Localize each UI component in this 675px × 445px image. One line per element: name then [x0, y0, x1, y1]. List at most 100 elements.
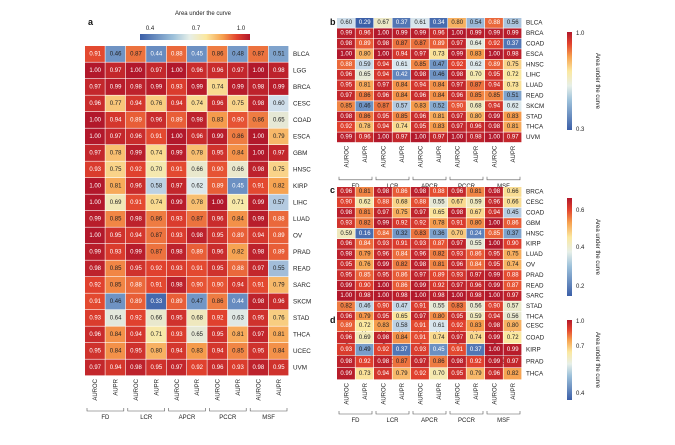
cell-value: 0.92: [414, 371, 426, 377]
cell-a-prad-5: [187, 244, 207, 260]
cell-value: 0.91: [151, 282, 163, 288]
cell-value: 0.57: [396, 103, 408, 109]
cell-value: 0.88: [171, 51, 183, 57]
row-label-lihc: LIHC: [293, 199, 308, 206]
cell-value: 0.87: [151, 249, 163, 255]
cell-value: 0.83: [470, 51, 482, 57]
cell-a-kirp-7: [227, 178, 248, 194]
cell-value: 0.93: [171, 266, 183, 272]
cell-b-luad-9: [503, 80, 522, 91]
cell-a-coad-3: [146, 112, 166, 128]
cell-a-esca-8: [248, 128, 268, 145]
cell-value: 0.99: [253, 200, 265, 206]
colorbar-a-tick-3: 1.0: [237, 26, 246, 32]
cell-value: 0.37: [470, 347, 482, 353]
cell-value: 0.83: [377, 323, 389, 329]
cell-a-cesc-7: [227, 95, 248, 112]
cell-value: 0.91: [414, 323, 426, 329]
cell-c-stad-0: [337, 301, 355, 312]
cell-b-brca-2: [374, 28, 392, 39]
cell-value: 0.55: [433, 304, 445, 310]
cell-c-sarc-6: [448, 291, 466, 301]
cell-value: 0.81: [359, 210, 371, 216]
cell-value: 0.59: [470, 314, 482, 320]
cell-b-lihc-3: [392, 70, 411, 80]
row-label-cesc: CESC: [293, 100, 311, 107]
cell-value: 0.93: [451, 252, 463, 258]
cell-value: 0.52: [433, 103, 445, 109]
cell-a-read-2: [125, 260, 146, 277]
colorbar-b-title: Area under the curve: [594, 53, 600, 110]
cell-b-read-4: [411, 90, 429, 101]
cell-a-ucec-5: [187, 343, 207, 359]
cell-value: 0.97: [414, 314, 426, 320]
cell-value: 0.98: [253, 249, 265, 255]
cell-value: 0.95: [414, 124, 426, 130]
cell-a-hnsc-5: [187, 161, 207, 178]
cell-value: 0.79: [359, 314, 371, 320]
cell-c-read-2: [374, 280, 392, 291]
cell-value: 0.84: [396, 335, 408, 341]
cell-value: 0.86: [507, 220, 519, 226]
cell-c-luad-5: [429, 249, 448, 260]
cell-value: 0.96: [377, 252, 389, 258]
cell-value: 0.83: [470, 323, 482, 329]
cell-value: 0.46: [110, 299, 122, 305]
cell-value: 0.99: [507, 347, 519, 353]
cell-value: 0.79: [396, 371, 408, 377]
cell-value: 0.73: [359, 371, 371, 377]
cell-c-gbm-8: [485, 218, 503, 228]
cell-value: 0.98: [507, 51, 519, 57]
row-label-read: READ: [293, 265, 311, 272]
cell-value: 0.95: [212, 150, 224, 156]
cell-value: 0.85: [359, 272, 371, 278]
cell-a-skcm-4: [166, 293, 187, 310]
group-bracket: [338, 176, 373, 181]
cell-value: 0.98: [414, 72, 426, 78]
cell-b-blca-5: [429, 18, 448, 28]
cell-c-gbm-1: [355, 218, 374, 228]
cell-b-luad-1: [355, 80, 374, 91]
cell-value: 0.84: [110, 348, 122, 354]
colorbar-d: 1.0 0.7 0.4 Area under the curve: [567, 319, 600, 400]
cell-value: 0.48: [232, 51, 244, 57]
cell-a-sarc-7: [227, 277, 248, 293]
cell-a-prad-9: [268, 244, 289, 260]
cell-value: 0.88: [507, 272, 519, 278]
cell-a-read-0: [85, 260, 105, 277]
cell-b-lihc-9: [503, 70, 522, 80]
cell-a-skcm-0: [85, 293, 105, 310]
cell-d-thca-4: [411, 368, 429, 380]
cell-value: 0.24: [470, 231, 482, 237]
cell-value: 0.37: [396, 20, 408, 26]
cell-c-coad-5: [429, 207, 448, 218]
cell-value: 0.93: [340, 220, 352, 226]
cell-b-luad-4: [411, 80, 429, 91]
cell-value: 0.37: [507, 231, 519, 237]
cell-value: 0.86: [212, 51, 224, 57]
cell-a-coad-2: [125, 112, 146, 128]
cell-b-coad-0: [337, 38, 355, 49]
cell-value: 0.96: [340, 241, 352, 247]
col-label-aupr: AUPR: [511, 382, 517, 399]
cell-value: 0.95: [340, 272, 352, 278]
cell-a-brca-4: [166, 79, 187, 95]
cell-a-kirp-0: [85, 178, 105, 194]
cell-c-read-6: [448, 280, 466, 291]
cell-value: 0.86: [396, 189, 408, 195]
cell-value: 0.94: [488, 103, 500, 109]
cell-c-stad-7: [466, 301, 485, 312]
cell-value: 0.95: [451, 314, 463, 320]
cell-b-coad-9: [503, 38, 522, 49]
row-label-blca: BLCA: [526, 20, 543, 27]
cell-b-thca-1: [355, 122, 374, 132]
col-label-aupr: AUPR: [474, 382, 480, 399]
cell-a-uvm-8: [248, 359, 268, 376]
cell-value: 0.81: [232, 332, 244, 338]
cell-c-hnsc-6: [448, 228, 466, 239]
cell-value: 0.96: [340, 72, 352, 78]
cell-value: 0.96: [340, 335, 352, 341]
cell-value: 0.64: [470, 41, 482, 47]
cell-c-gbm-5: [429, 218, 448, 228]
colorbar-d-tick-3: 0.4: [576, 391, 585, 397]
